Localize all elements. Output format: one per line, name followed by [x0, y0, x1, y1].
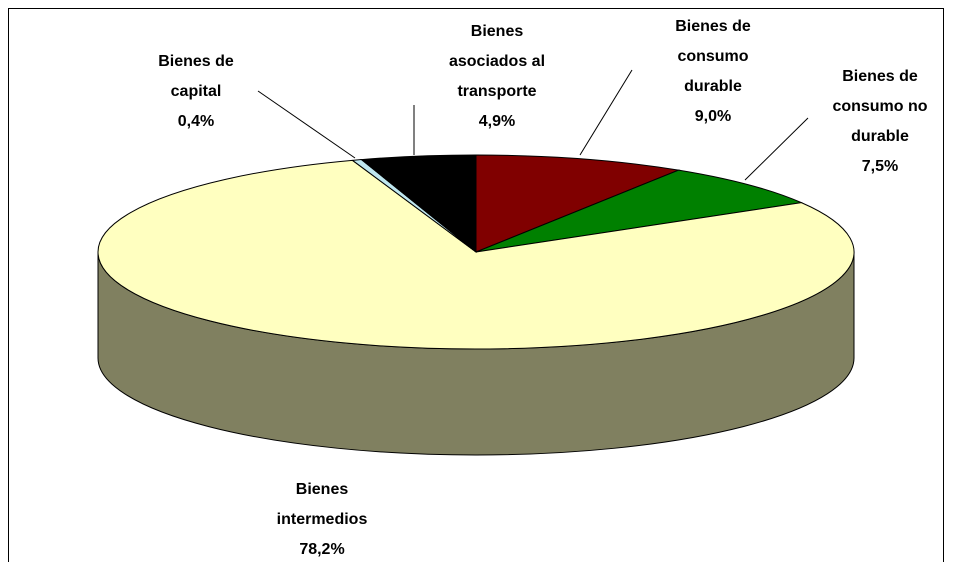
slice-label: Bienes de consumo durable: [675, 18, 751, 95]
slice: [97, 159, 855, 350]
value-label: 78,2%: [299, 541, 345, 558]
value-label: 4,9%: [478, 113, 516, 130]
value-label: 0,4%: [177, 113, 215, 130]
slice: [475, 154, 681, 253]
slice: [360, 154, 477, 254]
slice-label: Bienes intermedios: [276, 481, 368, 528]
value-label: 9,0%: [694, 108, 732, 125]
value-label: 7,5%: [861, 158, 899, 175]
slice-label: Bienes de consumo no durable: [832, 68, 928, 145]
slice-label: Bienes asociados al transporte: [448, 23, 546, 100]
leader-line: [744, 117, 809, 181]
leader-line: [579, 69, 633, 156]
slice-label: Bienes de capital: [158, 53, 234, 100]
frame: [8, 8, 944, 562]
leader-line: [257, 90, 356, 159]
slice: [475, 169, 804, 253]
